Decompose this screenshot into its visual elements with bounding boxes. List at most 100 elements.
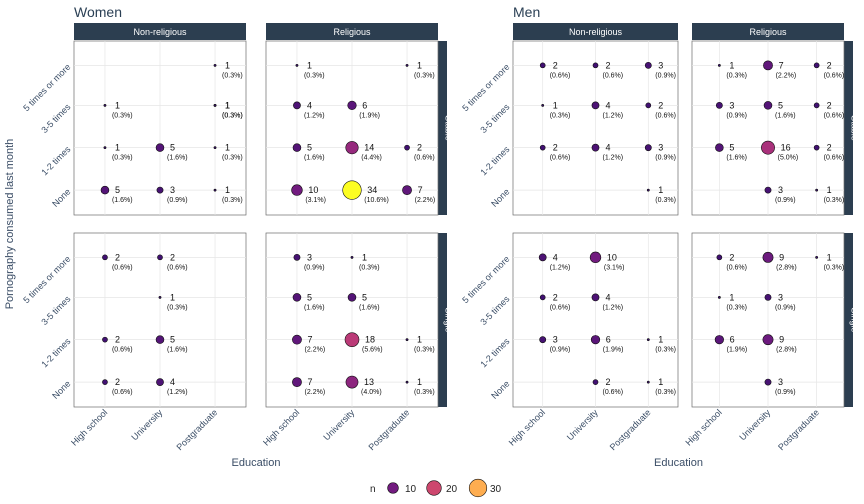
women-religious-single-label-pct-3: (1.6%) [359, 304, 380, 311]
women-religious-single-label-pct-8: (4.0%) [361, 389, 382, 396]
women-non-religious-stable-label-n-5: 5 [170, 143, 175, 153]
men-xtick-non-religious-2: Postgraduate [608, 407, 653, 452]
women-non-religious-stable-point-6 [213, 146, 217, 150]
legend-label-20: 20 [446, 484, 458, 495]
women-non-religious-stable-label-n-8: 3 [170, 185, 175, 195]
men-religious-stable-label-pct-10: (0.3%) [824, 197, 845, 204]
men-xtick-religious-1: University [737, 407, 772, 442]
men-non-religious-stable-point-8 [644, 144, 652, 152]
women-religious-single-label-pct-2: (1.6%) [304, 304, 325, 311]
men-strip-label-religious: Religious [749, 27, 787, 37]
women-xtick-non-religious-1: University [129, 407, 164, 442]
men-non-religious-single-label-n-2: 2 [553, 292, 558, 302]
men-non-religious-single-label-pct-0: (1.2%) [550, 264, 571, 271]
women-xtick-religious-0: High school [261, 407, 301, 447]
men-religious-stable-label-pct-9: (0.9%) [775, 197, 796, 204]
men-non-religious-single-point-1 [589, 251, 602, 264]
women-non-religious-stable-label-n-2: 1 [225, 100, 230, 110]
men-row-strip-label-stable: Stable [850, 115, 860, 141]
women-religious-single-point-0 [293, 253, 301, 261]
women-religious-stable-label-pct-1: (0.3%) [414, 72, 435, 79]
legend-key-20 [426, 480, 442, 496]
women-religious-single-label-n-2: 5 [307, 292, 312, 302]
women-non-religious-stable-label-n-1: 1 [115, 100, 120, 110]
women-non-religious-stable-point-1 [103, 103, 107, 107]
men-religious-single-label-n-2: 1 [827, 252, 832, 262]
men-religious-stable-label-pct-1: (2.2%) [776, 72, 797, 79]
men-religious-stable-point-10 [815, 188, 819, 192]
women-non-religious-single-point-1 [157, 254, 163, 261]
ylabel: Pornography consumed last month [4, 139, 16, 310]
men-non-religious-stable-label-n-9: 1 [658, 185, 663, 195]
women-non-religious-stable-point-5 [155, 143, 165, 152]
women-non-religious-single-point-4 [155, 335, 165, 344]
women-non-religious-single-label-pct-5: (0.6%) [112, 389, 133, 396]
women-religious-single-label-n-1: 1 [362, 252, 367, 262]
women-religious-single-label-pct-7: (2.2%) [305, 389, 326, 396]
men-religious-stable-label-pct-6: (1.6%) [726, 155, 747, 162]
men-ytick-single-1: 1-2 times [478, 336, 512, 370]
men-religious-single-label-pct-6: (2.8%) [776, 347, 797, 354]
women-religious-stable-point-5 [345, 141, 359, 155]
women-religious-stable-label-pct-3: (1.9%) [359, 112, 380, 119]
men-non-religious-single-label-n-1: 10 [607, 252, 617, 262]
men-non-religious-stable-point-0 [539, 62, 546, 69]
women-non-religious-single-label-n-3: 2 [115, 335, 120, 345]
women-religious-single-label-pct-1: (0.3%) [359, 264, 380, 271]
men-religious-stable-label-n-9: 3 [778, 185, 783, 195]
men-religious-single-label-n-6: 9 [779, 335, 784, 345]
men-strip-label-non-religious: Non-religious [569, 27, 623, 37]
women-non-religious-single-point-6 [156, 378, 164, 386]
women-religious-stable-label-pct-8: (10.6%) [364, 197, 389, 204]
women-religious-stable-label-pct-0: (0.3%) [304, 72, 325, 79]
women-non-religious-stable-label-pct-8: (0.9%) [167, 197, 188, 204]
legend-key-10 [387, 482, 399, 494]
men-non-religious-stable-label-n-3: 1 [553, 100, 558, 110]
men-religious-stable-label-n-2: 2 [827, 60, 832, 70]
women-religious-single-point-2 [292, 293, 302, 302]
women-religious-single-label-n-9: 1 [417, 377, 422, 387]
women-religious-stable-label-n-5: 14 [364, 143, 374, 153]
women-non-religious-single-label-n-0: 2 [115, 252, 120, 262]
men-non-religious-stable-label-n-5: 2 [658, 100, 663, 110]
men-non-religious-stable-label-pct-3: (0.3%) [550, 112, 571, 119]
men-religious-single-label-n-0: 2 [729, 252, 734, 262]
men-non-religious-single-point-5 [590, 335, 601, 345]
women-row-strip-label-single: Single [444, 307, 454, 332]
men-non-religious-stable-label-pct-9: (0.3%) [655, 197, 676, 204]
women-religious-single-point-1 [350, 255, 354, 259]
women-non-religious-stable-label-pct-1: (0.3%) [112, 112, 133, 119]
women-religious-single-point-8 [345, 375, 359, 389]
men-religious-single-point-1 [762, 251, 774, 263]
men-religious-stable-label-n-3: 3 [729, 100, 734, 110]
men-row-strip-stable [844, 41, 853, 215]
legend-key-30 [468, 478, 488, 498]
women-non-religious-stable-label-pct-3: (0.3%) [222, 112, 243, 119]
women-religious-stable-point-9 [402, 185, 412, 196]
women-religious-stable-point-0 [295, 63, 299, 67]
women-religious-single-label-n-7: 7 [308, 377, 313, 387]
men-ytick-stable-1: 1-2 times [478, 144, 512, 178]
women-strip-non-religious [74, 23, 246, 40]
men-xlabel: Education [654, 457, 703, 469]
women-non-religious-stable-point-9 [213, 188, 217, 192]
women-non-religious-single-label-n-2: 1 [170, 292, 175, 302]
men-religious-stable-point-2 [813, 62, 820, 69]
women-non-religious-stable-label-pct-2: (0.3%) [222, 112, 243, 119]
women-non-religious-stable-point-3 [213, 103, 217, 107]
women-strip-religious [266, 23, 438, 40]
men-religious-stable-point-4 [763, 101, 773, 110]
men-non-religious-stable-point-5 [645, 102, 652, 109]
men-strip-non-religious [513, 23, 678, 40]
women-non-religious-single-point-3 [102, 336, 108, 343]
men-non-religious-stable-label-pct-7: (1.2%) [603, 155, 624, 162]
women-religious-stable-label-pct-4: (1.6%) [304, 155, 325, 162]
women-non-religious-single-label-pct-2: (0.3%) [167, 304, 188, 311]
women-religious-stable-label-n-8: 34 [367, 185, 377, 195]
men-non-religious-single-label-n-4: 3 [553, 335, 558, 345]
men-religious-stable-point-8 [813, 144, 820, 151]
men-religious-single-label-n-4: 3 [778, 292, 783, 302]
men-religious-stable-label-n-7: 16 [781, 143, 791, 153]
men-religious-stable-label-pct-4: (1.6%) [775, 112, 796, 119]
